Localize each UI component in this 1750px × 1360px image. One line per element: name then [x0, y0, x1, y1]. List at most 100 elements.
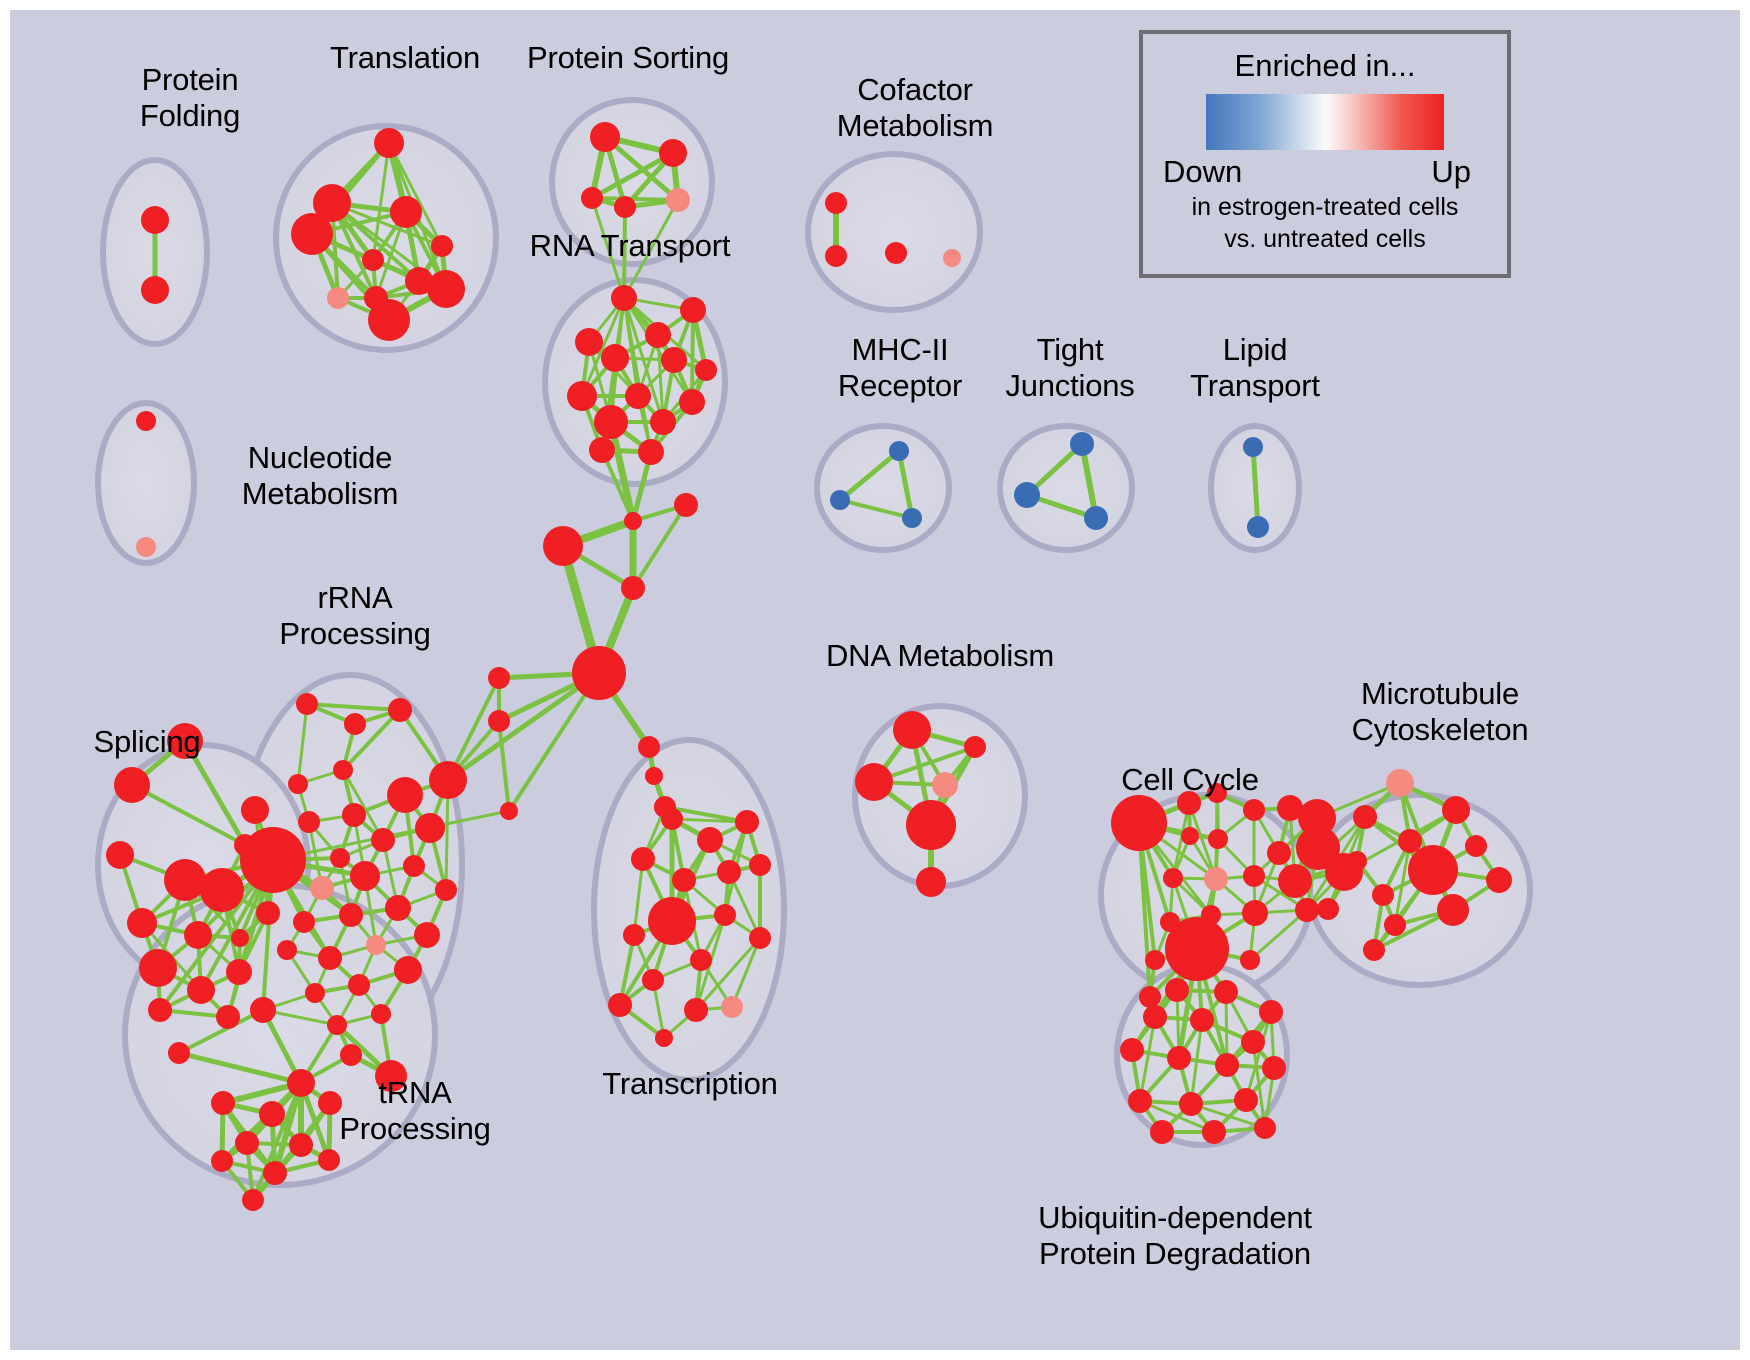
gene-set-node[interactable] — [645, 767, 663, 785]
gene-set-node[interactable] — [231, 929, 249, 947]
gene-set-node[interactable] — [594, 405, 628, 439]
gene-set-node[interactable] — [1442, 796, 1470, 824]
gene-set-node[interactable] — [1243, 799, 1265, 821]
gene-set-node[interactable] — [638, 736, 660, 758]
gene-set-node[interactable] — [1347, 851, 1367, 871]
gene-set-node[interactable] — [567, 381, 597, 411]
gene-set-node[interactable] — [1363, 939, 1385, 961]
gene-set-node[interactable] — [339, 903, 363, 927]
gene-set-node[interactable] — [374, 128, 404, 158]
gene-set-node[interactable] — [916, 867, 946, 897]
gene-set-node[interactable] — [226, 959, 252, 985]
gene-set-node[interactable] — [714, 904, 736, 926]
gene-set-node[interactable] — [614, 196, 636, 218]
gene-set-node[interactable] — [1070, 432, 1094, 456]
gene-set-node[interactable] — [893, 711, 931, 749]
gene-set-node[interactable] — [388, 698, 412, 722]
gene-set-node[interactable] — [256, 901, 280, 925]
gene-set-node[interactable] — [415, 813, 445, 843]
gene-set-node[interactable] — [318, 1149, 340, 1171]
gene-set-node[interactable] — [679, 389, 705, 415]
gene-set-node[interactable] — [242, 1189, 264, 1211]
gene-set-node[interactable] — [964, 736, 986, 758]
gene-set-node[interactable] — [690, 949, 712, 971]
gene-set-node[interactable] — [187, 976, 215, 1004]
gene-set-node[interactable] — [250, 997, 276, 1023]
gene-set-node[interactable] — [621, 576, 645, 600]
gene-set-node[interactable] — [1165, 978, 1189, 1002]
gene-set-node[interactable] — [575, 328, 603, 356]
gene-set-node[interactable] — [825, 245, 847, 267]
gene-set-node[interactable] — [168, 1042, 190, 1064]
gene-set-node[interactable] — [1408, 845, 1458, 895]
gene-set-node[interactable] — [330, 848, 350, 868]
gene-set-node[interactable] — [624, 512, 642, 530]
gene-set-node[interactable] — [625, 383, 651, 409]
gene-set-node[interactable] — [659, 139, 687, 167]
gene-set-node[interactable] — [572, 646, 626, 700]
gene-set-node[interactable] — [623, 924, 645, 946]
gene-set-node[interactable] — [371, 828, 395, 852]
gene-set-node[interactable] — [313, 184, 351, 222]
gene-set-node[interactable] — [645, 322, 671, 348]
gene-set-node[interactable] — [721, 996, 743, 1018]
gene-set-node[interactable] — [235, 1131, 259, 1155]
gene-set-node[interactable] — [1254, 1117, 1276, 1139]
gene-set-node[interactable] — [1267, 841, 1291, 865]
gene-set-node[interactable] — [291, 213, 333, 255]
gene-set-node[interactable] — [298, 811, 320, 833]
gene-set-node[interactable] — [543, 526, 583, 566]
gene-set-node[interactable] — [1167, 1046, 1191, 1070]
gene-set-node[interactable] — [390, 196, 422, 228]
gene-set-node[interactable] — [642, 969, 664, 991]
gene-set-node[interactable] — [318, 946, 342, 970]
gene-set-node[interactable] — [1386, 769, 1414, 797]
gene-set-node[interactable] — [830, 490, 850, 510]
gene-set-node[interactable] — [666, 188, 690, 212]
gene-set-node[interactable] — [327, 287, 349, 309]
gene-set-node[interactable] — [672, 868, 696, 892]
gene-set-node[interactable] — [500, 802, 518, 820]
gene-set-node[interactable] — [1014, 482, 1040, 508]
gene-set-node[interactable] — [127, 908, 157, 938]
gene-set-node[interactable] — [371, 1004, 391, 1024]
gene-set-node[interactable] — [1165, 917, 1229, 981]
gene-set-node[interactable] — [1190, 1008, 1214, 1032]
gene-set-node[interactable] — [717, 860, 741, 884]
gene-set-node[interactable] — [327, 1015, 347, 1035]
gene-set-node[interactable] — [655, 1029, 673, 1047]
gene-set-node[interactable] — [164, 859, 206, 901]
gene-set-node[interactable] — [1296, 826, 1340, 870]
gene-set-node[interactable] — [906, 800, 956, 850]
gene-set-node[interactable] — [211, 1091, 235, 1115]
gene-set-node[interactable] — [362, 249, 384, 271]
gene-set-node[interactable] — [414, 922, 440, 948]
gene-set-node[interactable] — [684, 998, 708, 1022]
gene-set-node[interactable] — [1208, 829, 1228, 849]
gene-set-node[interactable] — [1486, 867, 1512, 893]
gene-set-node[interactable] — [385, 895, 411, 921]
gene-set-node[interactable] — [749, 927, 771, 949]
gene-set-node[interactable] — [1398, 829, 1422, 853]
gene-set-node[interactable] — [1181, 827, 1199, 845]
gene-set-node[interactable] — [589, 437, 615, 463]
gene-set-node[interactable] — [435, 879, 457, 901]
gene-set-node[interactable] — [289, 1133, 313, 1157]
gene-set-node[interactable] — [1317, 898, 1339, 920]
gene-set-node[interactable] — [139, 949, 177, 987]
gene-set-node[interactable] — [631, 847, 655, 871]
gene-set-node[interactable] — [364, 286, 388, 310]
gene-set-node[interactable] — [141, 206, 169, 234]
gene-set-node[interactable] — [1353, 805, 1377, 829]
gene-set-node[interactable] — [141, 276, 169, 304]
gene-set-node[interactable] — [889, 441, 909, 461]
gene-set-node[interactable] — [902, 508, 922, 528]
gene-set-node[interactable] — [394, 956, 422, 984]
gene-set-node[interactable] — [259, 1101, 285, 1127]
gene-set-node[interactable] — [1243, 865, 1265, 887]
gene-set-node[interactable] — [200, 868, 244, 912]
gene-set-node[interactable] — [184, 921, 212, 949]
gene-set-node[interactable] — [241, 796, 269, 824]
gene-set-node[interactable] — [1259, 1000, 1283, 1024]
gene-set-node[interactable] — [1247, 516, 1269, 538]
